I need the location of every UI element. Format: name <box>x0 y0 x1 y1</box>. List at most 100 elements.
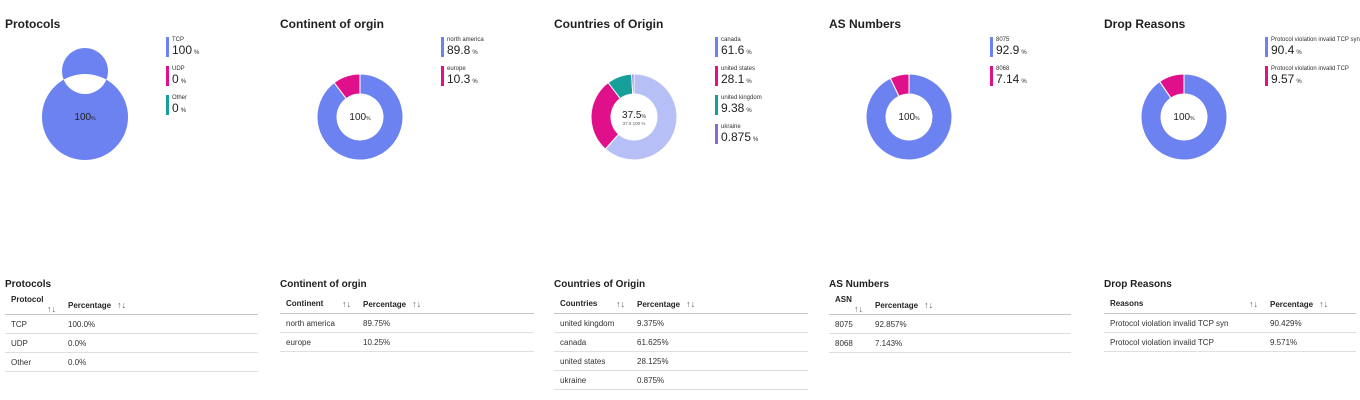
column-header-percentage[interactable]: Percentage ↑↓ <box>1264 295 1356 314</box>
legend-item[interactable]: 8068 7.14% <box>990 65 1094 89</box>
donut-chart[interactable]: 100% <box>854 62 964 172</box>
legend-item[interactable]: ukraine 0.875% <box>715 123 819 147</box>
table-row[interactable]: europe 10.25% <box>280 332 534 352</box>
table-row[interactable]: UDP 0.0% <box>5 333 258 353</box>
column-header-percentage[interactable]: Percentage ↑↓ <box>357 295 534 314</box>
table-cell: UDP <box>5 333 62 353</box>
legend-item[interactable]: canada 61.6% <box>715 36 819 60</box>
legend-label: canada <box>721 37 741 43</box>
legend-swatch <box>715 66 718 86</box>
table-cell: 7.143% <box>869 333 1071 353</box>
table-cell: 92.857% <box>869 314 1071 334</box>
pie-slice-tcp[interactable] <box>41 48 128 160</box>
table-row[interactable]: united states 28.125% <box>554 351 808 371</box>
data-table: Reasons ↑↓ Percentage ↑↓ Protocol violation … <box>1104 295 1356 352</box>
legend-label: 8068 <box>996 66 1010 72</box>
donut-chart[interactable]: 100% <box>1129 62 1239 172</box>
table-cell: 9.375% <box>631 313 808 333</box>
sort-icon[interactable]: ↑↓ <box>117 299 127 310</box>
sort-icon[interactable]: ↑↓ <box>686 299 696 309</box>
pie-slice-north-america[interactable] <box>316 73 404 161</box>
data-table: Countries ↑↓ Percentage ↑↓ united kingdom 9.3… <box>554 295 808 390</box>
legend-item[interactable]: Protocol violation invalid TCP 9.57% <box>1265 65 1360 89</box>
table-row[interactable]: Other 0.0% <box>5 352 258 372</box>
column-header-continent[interactable]: Continent ↑↓ <box>280 295 357 314</box>
legend-value: 7.14% <box>996 72 1027 86</box>
donut-center-label: 100% <box>1173 112 1195 123</box>
donut-center-label: 100% <box>74 112 96 123</box>
table-row[interactable]: canada 61.625% <box>554 332 808 352</box>
sort-icon[interactable]: ↑↓ <box>47 304 56 314</box>
legend-value: 89.8% <box>447 43 478 57</box>
table-cell: ukraine <box>554 370 631 390</box>
column-header-protocol[interactable]: Protocol ↑↓ <box>5 295 62 315</box>
sort-icon[interactable]: ↑↓ <box>616 299 625 309</box>
legend-swatch <box>166 95 169 115</box>
pie-slice-protocol-violation-invalid-tcp-syn[interactable] <box>1140 73 1228 161</box>
data-table: Continent ↑↓ Percentage ↑↓ north america 89.7… <box>280 295 534 352</box>
pie-slice-8075[interactable] <box>865 73 953 161</box>
table-cell: 10.25% <box>357 332 534 352</box>
sort-icon[interactable]: ↑↓ <box>1319 299 1329 309</box>
legend-value: 10.3% <box>447 72 478 86</box>
donut-chart[interactable]: 100% <box>305 62 415 172</box>
pie-slice-europe[interactable] <box>333 73 361 100</box>
pie-slice-canada[interactable] <box>604 73 678 161</box>
table-cell: 61.625% <box>631 332 808 352</box>
legend-item[interactable]: TCP 100% <box>166 36 270 60</box>
column-header-reasons[interactable]: Reasons ↑↓ <box>1104 295 1264 314</box>
table-row[interactable]: ukraine 0.875% <box>554 370 808 390</box>
legend-item[interactable]: Protocol violation invalid TCP syn 90.4% <box>1265 36 1360 60</box>
donut-chart[interactable]: 100% <box>30 48 140 172</box>
table-cell: united states <box>554 351 631 371</box>
legend-item[interactable]: UDP 0% <box>166 65 270 89</box>
column-header-percentage[interactable]: Percentage ↑↓ <box>631 295 808 314</box>
legend-swatch <box>990 37 993 57</box>
chart-legend: north america 89.8% europe 10.3% <box>441 36 545 94</box>
table-row[interactable]: Protocol violation invalid TCP syn 90.429… <box>1104 313 1356 333</box>
legend-swatch <box>715 37 718 57</box>
column-header-percentage[interactable]: Percentage ↑↓ <box>62 295 258 315</box>
donut-chart[interactable]: 37.5%37.5 100 % <box>579 62 689 172</box>
table-row[interactable]: Protocol violation invalid TCP 9.571% <box>1104 332 1356 352</box>
table-row[interactable]: 8075 92.857% <box>829 314 1071 334</box>
sort-icon[interactable]: ↑↓ <box>412 299 422 309</box>
table-row[interactable]: TCP 100.0% <box>5 314 258 334</box>
column-header-countries[interactable]: Countries ↑↓ <box>554 295 631 314</box>
table-cell: 89.75% <box>357 313 534 333</box>
table-row[interactable]: north america 89.75% <box>280 313 534 333</box>
legend-swatch <box>1265 37 1268 57</box>
pie-slice-8068[interactable] <box>889 73 910 97</box>
sort-icon[interactable]: ↑↓ <box>342 299 351 309</box>
legend-value: 0% <box>172 101 187 115</box>
pie-slice-protocol-violation-invalid-tcp[interactable] <box>1158 73 1185 99</box>
legend-item[interactable]: Other 0% <box>166 94 270 118</box>
legend-item[interactable]: united kingdom 9.38% <box>715 94 819 118</box>
pie-slice-ukraine[interactable] <box>631 73 635 95</box>
table-cell: north america <box>280 313 357 333</box>
sort-icon[interactable]: ↑↓ <box>1249 299 1258 309</box>
table-row[interactable]: united kingdom 9.375% <box>554 313 808 333</box>
table-row[interactable]: 8068 7.143% <box>829 333 1071 353</box>
legend-item[interactable]: europe 10.3% <box>441 65 545 89</box>
chart-panel-continent: Continent of orgin 100% north america 89.… <box>275 0 545 400</box>
chart-panel-countries: Countries of Origin 37.5% 37.5 100 % cana… <box>549 0 819 400</box>
legend-label: united kingdom <box>721 95 762 101</box>
sort-icon[interactable]: ↑↓ <box>854 304 863 314</box>
column-header-percentage[interactable]: Percentage ↑↓ <box>869 295 1071 315</box>
table-cell: 8075 <box>829 314 869 334</box>
sort-icon[interactable]: ↑↓ <box>924 299 934 310</box>
legend-item[interactable]: 8075 92.9% <box>990 36 1094 60</box>
legend-label: ukraine <box>721 124 741 130</box>
legend-item[interactable]: north america 89.8% <box>441 36 545 60</box>
table-title: Drop Reasons <box>1104 279 1172 290</box>
table-cell: 9.571% <box>1264 332 1356 352</box>
legend-value: 9.57% <box>1271 72 1302 86</box>
legend-swatch <box>1265 66 1268 86</box>
legend-value: 90.4% <box>1271 43 1302 57</box>
chart-panel-drop-reasons: Drop Reasons 100% Protocol violation inv… <box>1099 0 1360 400</box>
legend-item[interactable]: united states 28.1% <box>715 65 819 89</box>
column-header-asn[interactable]: ASN ↑↓ <box>829 295 869 315</box>
legend-value: 92.9% <box>996 43 1027 57</box>
legend-label: 8075 <box>996 37 1010 43</box>
